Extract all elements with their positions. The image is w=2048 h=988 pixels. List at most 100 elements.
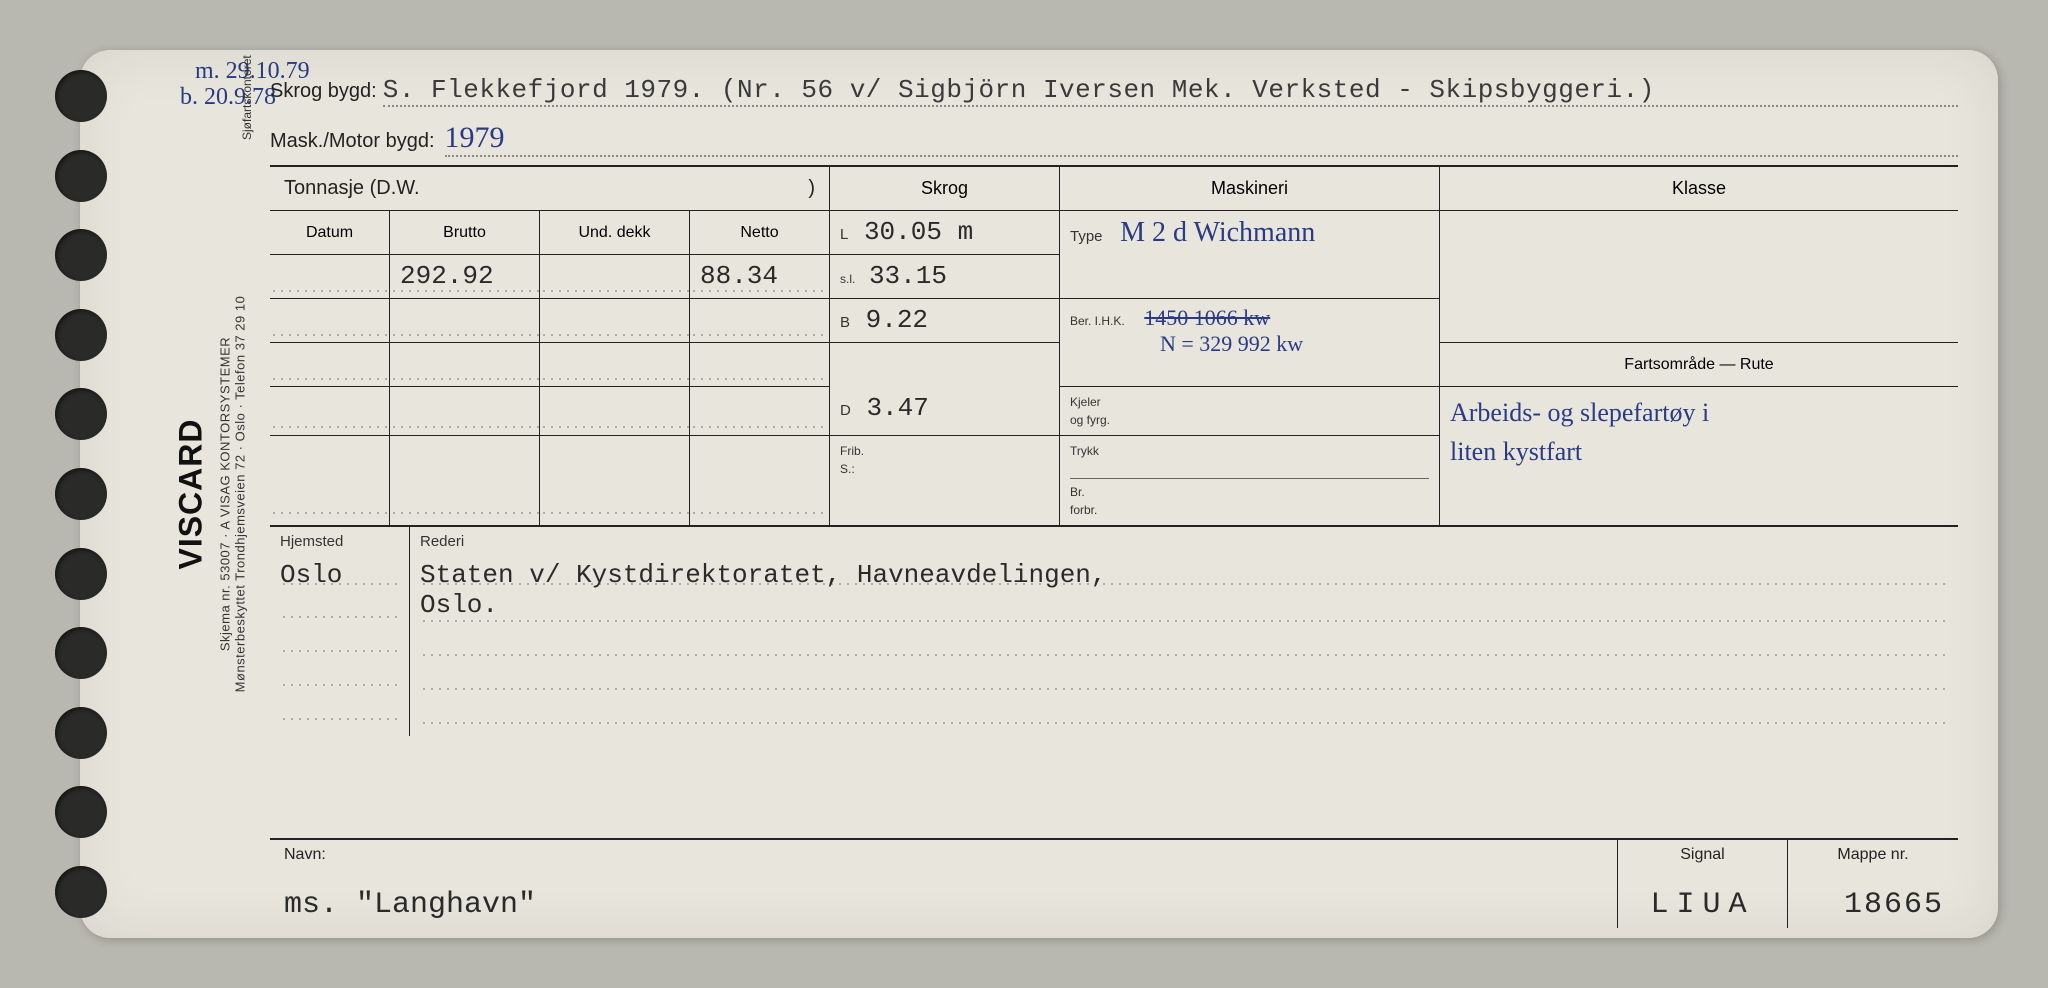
ber-ihk-cell: Ber. I.H.K. 1450 1066 kw N = 329 992 kw [1060,299,1440,387]
und-dekk-cell-3 [540,343,690,387]
hjemsted-cell: Hjemsted Oslo [270,527,410,736]
rederi-section: Hjemsted Oslo Rederi Staten v/ Kystdirek… [270,525,1958,736]
footer-row: Navn: ms. "Langhavn" Signal LIUA Mappe n… [270,838,1958,928]
punch-hole [55,707,107,759]
imprint-line-1: Skjema nr. 53007 · A VISAG KONTORSYSTEME… [218,337,233,651]
brutto-value: 292.92 [400,261,494,291]
und-dekk-cell-2 [540,299,690,343]
content-area: Skrog bygd: S. Flekkefjord 1979. (Nr. 56… [270,75,1958,928]
rederi-cell: Rederi Staten v/ Kystdirektoratet, Havne… [410,527,1958,736]
datum-cell [270,255,390,299]
netto-cell-5 [690,436,830,525]
klasse-header: Klasse [1440,167,1958,211]
fartsomrade-header: Fartsområde — Rute [1440,343,1958,387]
datum-cell-5 [270,436,390,525]
rederi-label: Rederi [420,533,1948,550]
sl-value: 33.15 [869,261,947,291]
skrog-bygd-label: Skrog bygd: [270,80,377,103]
und-dekk-cell [540,255,690,299]
fartsomrade-cell: Arbeids- og slepefartøy i liten kystfart [1440,387,1958,525]
mappe-value: 18665 [1802,888,1944,922]
datum-cell-3 [270,343,390,387]
punch-hole [55,786,107,838]
br-forbr-label: Br. forbr. [1070,485,1097,517]
brutto-cell: 292.92 [390,255,540,299]
motor-bygd-label: Mask./Motor bygd: [270,130,435,153]
sl-cell: s.l. 33.15 [830,255,1060,299]
tonnasje-header: Tonnasje (D.W. ) [270,167,830,211]
skrog-bygd-value: S. Flekkefjord 1979. (Nr. 56 v/ Sigbjörn… [383,75,1958,107]
brand-logo: VISCARD [173,84,210,904]
skrog-bygd-row: Skrog bygd: S. Flekkefjord 1979. (Nr. 56… [270,75,1958,107]
brutto-cell-4 [390,387,540,436]
punch-hole [55,468,107,520]
navn-label: Navn: [284,846,1603,864]
datum-cell-2 [270,299,390,343]
punch-hole [55,548,107,600]
depth-cell: D 3.47 [830,387,1060,436]
punch-hole [55,309,107,361]
kjeler-cell: Kjeler og fyrg. [1060,387,1440,436]
navn-cell: Navn: ms. "Langhavn" [270,840,1618,928]
card-wrapper: m. 29.10.79 b. 20.9.78 VISCARD Skjema nr… [20,20,2028,968]
breadth-value: 9.22 [866,305,928,335]
navn-value: ms. "Langhavn" [284,888,1603,922]
klasse-cell [1440,211,1958,343]
hjemsted-value: Oslo [280,560,399,590]
depth-value: 3.47 [866,393,928,423]
trykk-cell: Trykk Br. forbr. [1060,436,1440,525]
punch-hole [55,150,107,202]
und-dekk-cell-4 [540,387,690,436]
punch-holes [55,70,115,918]
kjeler-label: Kjeler og fyrg. [1070,395,1110,427]
motor-bygd-row: Mask./Motor bygd: 1979 [270,121,1958,157]
fartsomrade-value: Arbeids- og slepefartøy i liten kystfart [1450,398,1709,466]
brutto-cell-3 [390,343,540,387]
depth-label: D [840,402,851,419]
brutto-cell-2 [390,299,540,343]
maskineri-header: Maskineri [1060,167,1440,211]
length-value: 30.05 m [864,217,973,247]
ber-ihk-label: Ber. I.H.K. [1070,314,1125,328]
tonnasje-label: Tonnasje (D.W. [284,177,420,200]
signal-cell: Signal LIUA [1618,840,1788,928]
breadth-label: B [840,314,850,331]
signal-value: LIUA [1632,888,1773,922]
type-label: Type [1070,228,1103,245]
hjemsted-label: Hjemsted [280,533,399,550]
type-value: M 2 d Wichmann [1120,217,1315,248]
brutto-cell-5 [390,436,540,525]
length-label: L [840,226,848,243]
netto-cell: 88.34 [690,255,830,299]
length-cell: L 30.05 m [830,211,1060,255]
ber-ihk-value-1: 1450 1066 kw [1144,305,1270,330]
mappe-label: Mappe nr. [1802,846,1944,864]
netto-header: Netto [690,211,830,255]
datum-cell-4 [270,387,390,436]
s-label: S.: [840,462,855,476]
brutto-header: Brutto [390,211,540,255]
punch-hole [55,388,107,440]
signal-label: Signal [1632,846,1773,864]
motor-bygd-value: 1979 [445,121,1958,157]
punch-hole [55,627,107,679]
ber-ihk-value-2: N = 329 992 kw [1160,331,1303,356]
netto-cell-4 [690,387,830,436]
trykk-label: Trykk [1070,444,1099,458]
sl-label: s.l. [840,272,855,286]
und-dekk-cell-5 [540,436,690,525]
rederi-value-2: Oslo. [420,590,1948,628]
netto-cell-2 [690,299,830,343]
mappe-cell: Mappe nr. 18665 [1788,840,1958,928]
frib-label: Frib. [840,444,864,458]
side-imprint: VISCARD Skjema nr. 53007 · A VISAG KONTO… [173,84,248,904]
netto-cell-3 [690,343,830,387]
netto-value: 88.34 [700,261,778,291]
main-table: Tonnasje (D.W. ) Skrog Maskineri Klasse … [270,165,1958,525]
tonnasje-close: ) [808,177,815,200]
frib-cell: Frib. S.: [830,436,1060,525]
punch-hole [55,229,107,281]
type-cell: Type M 2 d Wichmann [1060,211,1440,299]
index-card: m. 29.10.79 b. 20.9.78 VISCARD Skjema nr… [80,50,1998,938]
punch-hole [55,70,107,122]
